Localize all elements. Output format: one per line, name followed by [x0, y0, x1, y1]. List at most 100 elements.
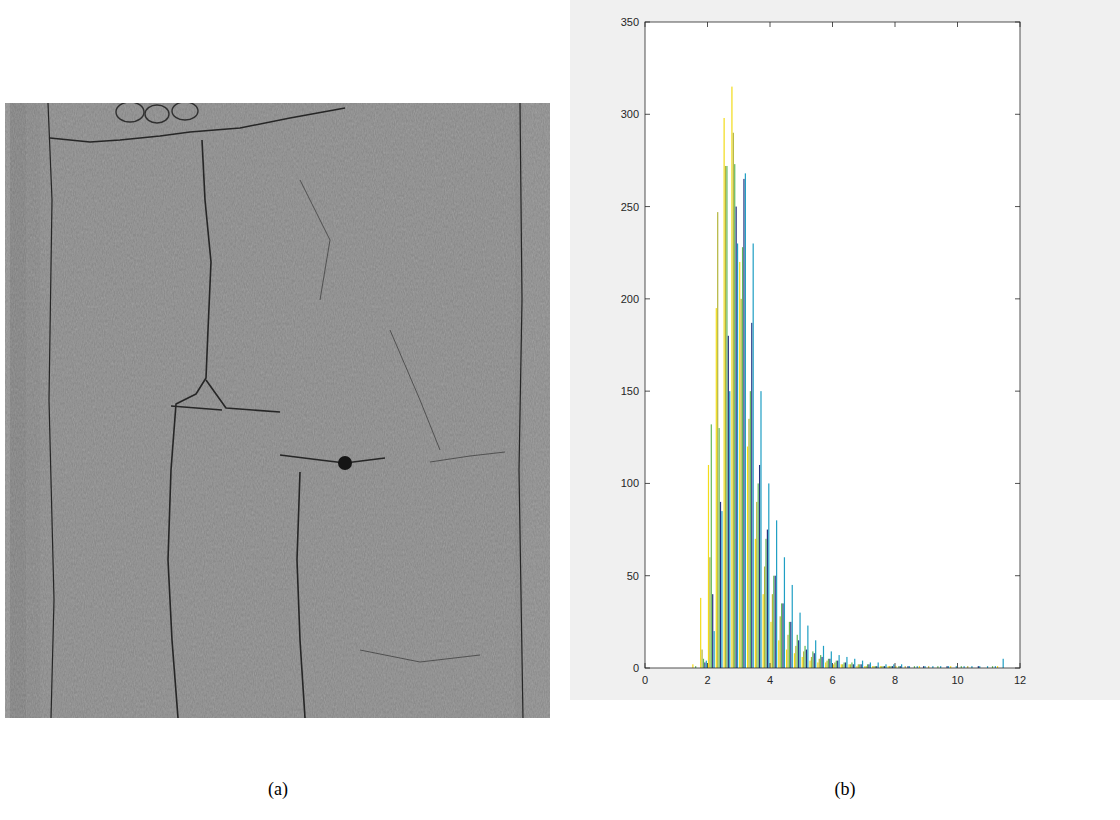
- crack: [206, 380, 280, 412]
- bar: [854, 659, 855, 668]
- bar: [700, 598, 701, 668]
- y-tick: [645, 298, 650, 299]
- bar: [828, 659, 829, 668]
- bar: [741, 299, 742, 668]
- panel-label: (a): [268, 779, 288, 800]
- bar: [790, 622, 791, 668]
- panel-background: [570, 0, 1120, 700]
- bar: [844, 662, 845, 668]
- pavement: [5, 103, 550, 718]
- faint-crack: [360, 650, 480, 662]
- bar: [870, 662, 871, 668]
- bar: [849, 664, 850, 668]
- bar: [781, 603, 782, 668]
- bar: [765, 539, 766, 668]
- bar: [850, 664, 851, 668]
- x-tick-label: 0: [642, 674, 648, 686]
- y-tick: [1015, 483, 1020, 484]
- pothole: [338, 456, 352, 470]
- bar: [721, 511, 722, 668]
- bar: [773, 576, 774, 668]
- bar: [792, 585, 793, 668]
- pavement-image: [5, 103, 550, 718]
- x-tick: [895, 22, 896, 27]
- y-tick-label: 0: [633, 662, 639, 674]
- bar: [795, 646, 796, 668]
- bar: [760, 391, 761, 668]
- bar: [812, 651, 813, 668]
- bar: [804, 646, 805, 668]
- bar: [764, 566, 765, 668]
- bar: [706, 661, 707, 668]
- y-tick: [645, 22, 650, 23]
- crack: [48, 103, 54, 718]
- y-tick: [1015, 114, 1020, 115]
- bar: [767, 530, 768, 668]
- bar: [775, 576, 776, 668]
- bar: [714, 631, 715, 668]
- bar: [776, 520, 777, 668]
- bar: [819, 659, 820, 668]
- y-tick: [645, 114, 650, 115]
- bar: [809, 661, 810, 668]
- faint-crack: [390, 330, 440, 450]
- axes-frame: [645, 22, 1020, 668]
- bar: [814, 653, 815, 668]
- bar: [703, 659, 704, 668]
- bar: [755, 539, 756, 668]
- y-tick: [1015, 391, 1020, 392]
- grain: [5, 103, 550, 718]
- bar: [719, 428, 720, 668]
- bar: [803, 651, 804, 668]
- bar: [750, 391, 751, 668]
- faint-crack: [430, 452, 505, 462]
- bar: [737, 243, 738, 668]
- bar: [837, 661, 838, 668]
- bar: [878, 662, 879, 668]
- ravel: [172, 103, 198, 120]
- ravel: [116, 103, 144, 122]
- x-tick: [895, 663, 896, 668]
- bar: [782, 603, 783, 668]
- bars: [692, 87, 1004, 668]
- figure: 024681012050100150200250300350(a)(b): [0, 0, 1120, 820]
- x-tick: [707, 663, 708, 668]
- bar: [743, 179, 744, 668]
- bar: [736, 207, 737, 668]
- bar: [885, 664, 886, 668]
- y-tick: [645, 483, 650, 484]
- bar: [768, 483, 769, 668]
- bar: [806, 650, 807, 668]
- y-tick: [645, 668, 650, 669]
- crack: [168, 140, 211, 718]
- y-tick: [1015, 206, 1020, 207]
- y-tick: [1015, 298, 1020, 299]
- bar: [742, 247, 743, 668]
- bar: [845, 662, 846, 668]
- bar: [794, 653, 795, 668]
- x-tick: [770, 663, 771, 668]
- bar: [729, 391, 730, 668]
- bar: [701, 650, 702, 668]
- y-tick-label: 300: [621, 108, 639, 120]
- y-tick-label: 250: [621, 201, 639, 213]
- bar: [842, 664, 843, 668]
- bar: [799, 613, 800, 668]
- bar: [780, 616, 781, 668]
- y-tick-label: 350: [621, 16, 639, 28]
- y-tick-label: 50: [627, 570, 639, 582]
- bar: [704, 662, 705, 668]
- bar: [751, 323, 752, 668]
- y-tick: [645, 206, 650, 207]
- bar: [1003, 659, 1004, 668]
- bar: [867, 664, 868, 668]
- x-tick: [645, 663, 646, 668]
- x-tick: [645, 22, 646, 27]
- bar: [711, 424, 712, 668]
- y-tick: [645, 391, 650, 392]
- y-tick: [1015, 668, 1020, 669]
- bar: [862, 661, 863, 668]
- x-tick: [832, 22, 833, 27]
- x-tick-label: 10: [951, 674, 963, 686]
- y-tick: [645, 575, 650, 576]
